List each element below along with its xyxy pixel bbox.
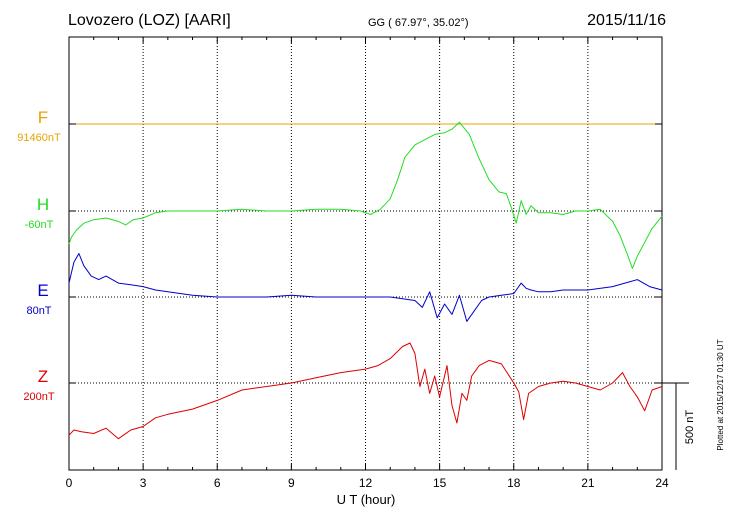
x-axis-label: U T (hour) <box>337 492 396 507</box>
station-title: Lovozero (LOZ) [AARI] <box>68 12 231 29</box>
x-tick-label: 6 <box>214 476 221 490</box>
series-line-H <box>68 121 663 269</box>
channel-baseline-F: 91460nT <box>17 132 61 144</box>
coordinates-label: GG ( 67.97°, 35.02°) <box>368 17 469 29</box>
channel-name-Z: Z <box>38 367 48 386</box>
x-tick-label: 15 <box>433 476 447 490</box>
scale-bar-label: 500 nT <box>684 410 696 445</box>
x-tick-label: 12 <box>359 476 373 490</box>
data-layer <box>68 121 663 440</box>
x-tick-label: 21 <box>581 476 595 490</box>
series-line-E <box>68 253 663 322</box>
channel-name-H: H <box>37 195 49 214</box>
label-layer: F 91460nT H -60nT E 80nT Z 200nT <box>17 108 61 403</box>
plotted-at-note: Plotted at 2015/12/17 01:30 UT <box>716 339 725 450</box>
x-tick-label: 0 <box>66 476 73 490</box>
x-tick-label: 18 <box>507 476 521 490</box>
channel-baseline-E: 80nT <box>26 305 51 317</box>
channel-baseline-H: -60nT <box>25 219 54 231</box>
channel-name-E: E <box>37 281 48 300</box>
x-tick-label: 9 <box>288 476 295 490</box>
x-tick-label: 24 <box>655 476 669 490</box>
channel-baseline-Z: 200nT <box>23 391 54 403</box>
tick-layer: 0 3 6 9 12 15 18 21 24 <box>66 37 669 490</box>
grid-layer <box>69 37 662 470</box>
x-tick-label: 3 <box>140 476 147 490</box>
date-label: 2015/11/16 <box>587 12 666 29</box>
channel-name-F: F <box>38 108 48 127</box>
series-line-Z <box>68 342 663 440</box>
